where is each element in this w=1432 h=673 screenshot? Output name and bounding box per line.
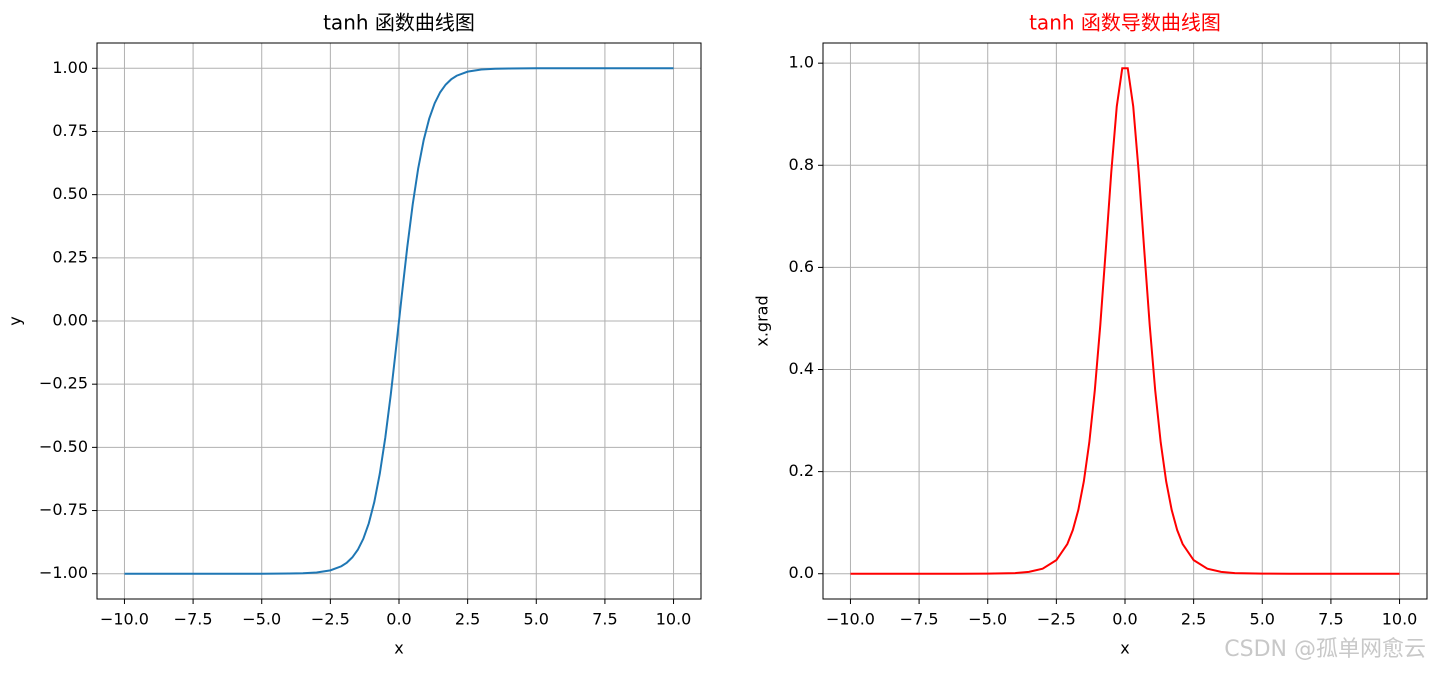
x-tick-label: 7.5: [592, 610, 617, 629]
x-tick-label: −10.0: [826, 610, 875, 629]
axes-frame: [822, 42, 1428, 600]
y-tick-label: −0.75: [39, 500, 88, 519]
x-tick-label: −5.0: [242, 610, 281, 629]
x-tick-label: 2.5: [455, 610, 480, 629]
line: [124, 67, 674, 575]
x-axis-label: x: [1120, 639, 1129, 658]
y-tick-label: −1.00: [39, 563, 88, 582]
x-tick-label: 10.0: [656, 610, 692, 629]
x-tick-label: 10.0: [1382, 610, 1418, 629]
y-tick-label: −0.25: [39, 374, 88, 393]
y-tick-label: 1.0: [789, 53, 814, 72]
x-tick-label: −2.5: [311, 610, 350, 629]
y-tick-label: −0.50: [39, 437, 88, 456]
y-tick-label: 0.75: [52, 121, 88, 140]
x-tick-label: −7.5: [900, 610, 939, 629]
x-tick-label: −5.0: [968, 610, 1007, 629]
y-tick-label: 0.8: [789, 155, 814, 174]
x-tick-label: −2.5: [1037, 610, 1076, 629]
x-tick-label: 7.5: [1318, 610, 1343, 629]
y-tick-label: 0.6: [789, 257, 814, 276]
y-axis-label: y: [6, 316, 25, 325]
chart-title: tanh 函数导数曲线图: [1029, 11, 1221, 35]
y-tick-label: 0.25: [52, 247, 88, 266]
watermark: CSDN @孤单网愈云: [1224, 637, 1426, 662]
y-tick-label: 0.2: [789, 461, 814, 480]
x-tick-label: 0.0: [386, 610, 411, 629]
x-tick-label: 5.0: [524, 610, 549, 629]
line: [850, 67, 1400, 575]
x-axis-label: x: [394, 639, 403, 658]
x-tick-label: −7.5: [174, 610, 213, 629]
y-tick-label: 0.0: [789, 563, 814, 582]
y-tick-label: 0.50: [52, 184, 88, 203]
x-tick-label: 0.0: [1112, 610, 1137, 629]
x-tick-label: −10.0: [100, 610, 149, 629]
y-axis-label: x.grad: [753, 295, 772, 346]
y-tick-label: 0.00: [52, 311, 88, 330]
y-tick-label: 1.00: [52, 58, 88, 77]
chart-title: tanh 函数曲线图: [323, 11, 475, 35]
x-tick-label: 5.0: [1250, 610, 1275, 629]
axes-frame: [96, 42, 702, 600]
x-tick-label: 2.5: [1181, 610, 1206, 629]
y-tick-label: 0.4: [789, 359, 814, 378]
